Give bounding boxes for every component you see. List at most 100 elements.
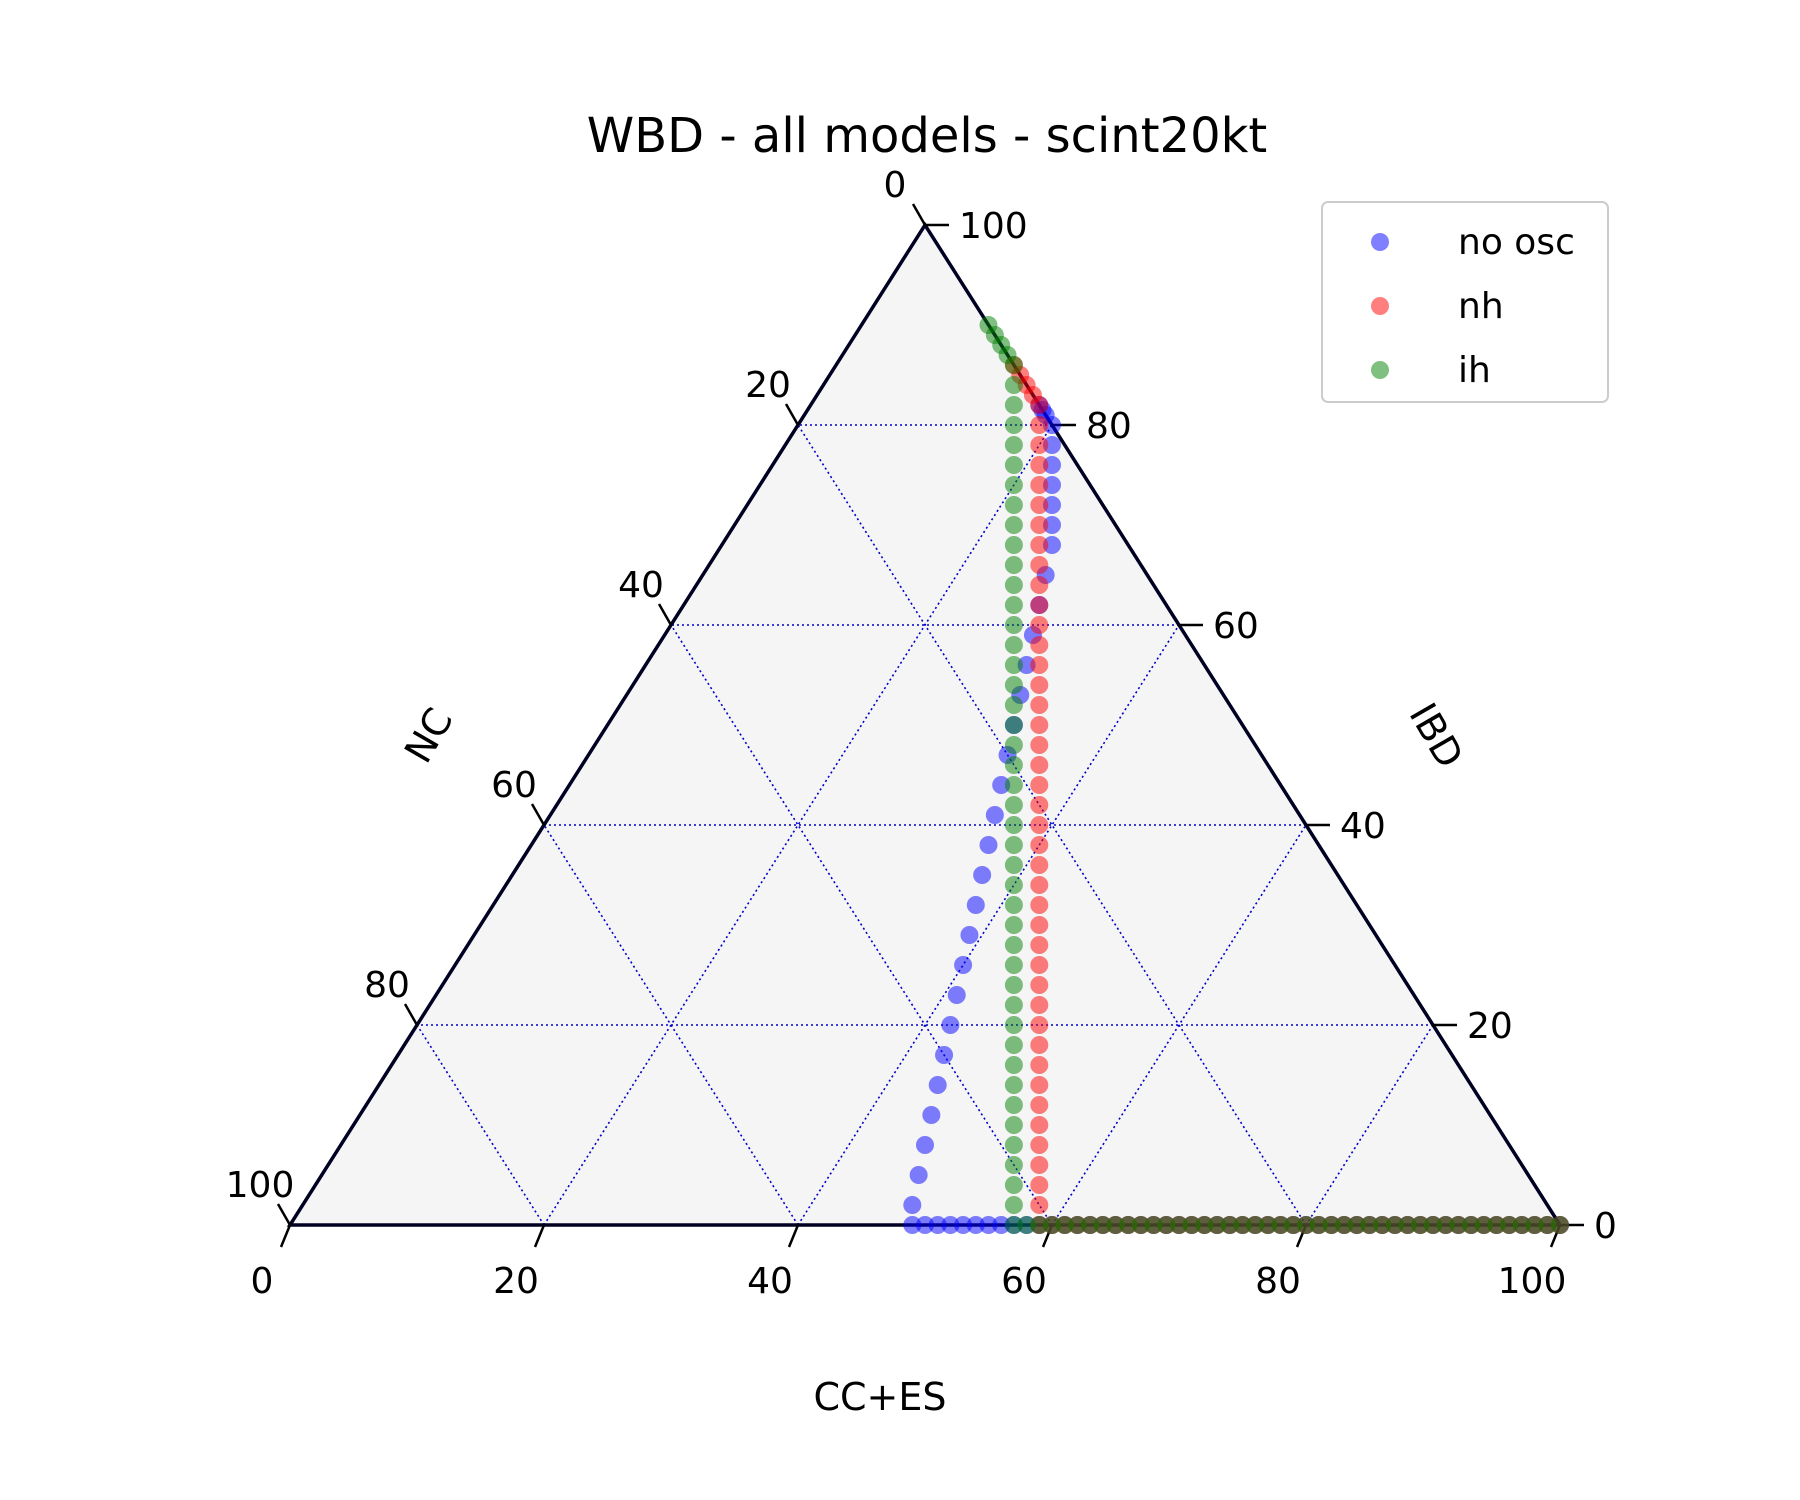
data-point bbox=[1411, 1216, 1430, 1234]
data-point bbox=[1004, 356, 1023, 374]
data-point bbox=[1004, 776, 1023, 794]
left-tick-label: 60 bbox=[491, 765, 537, 806]
data-point bbox=[1004, 616, 1023, 634]
data-point bbox=[1030, 796, 1049, 814]
data-point bbox=[1043, 1216, 1061, 1234]
data-point bbox=[1004, 1036, 1023, 1054]
data-point bbox=[1004, 1016, 1023, 1034]
data-point bbox=[1258, 1216, 1277, 1234]
data-point bbox=[1030, 1116, 1049, 1134]
bottom-tick-label: 40 bbox=[747, 1261, 793, 1302]
data-point bbox=[1030, 1136, 1049, 1154]
data-point bbox=[1004, 796, 1023, 814]
data-point bbox=[1030, 976, 1049, 994]
grid-line bbox=[543, 824, 799, 1226]
data-point bbox=[922, 1106, 941, 1124]
bottom-tick-label: 100 bbox=[1498, 1261, 1567, 1302]
data-point bbox=[1004, 556, 1023, 574]
data-point bbox=[928, 1076, 947, 1094]
data-point bbox=[1004, 716, 1023, 734]
data-point bbox=[973, 866, 992, 884]
data-point bbox=[947, 986, 966, 1004]
data-point bbox=[1271, 1216, 1290, 1234]
data-point bbox=[1512, 1216, 1531, 1234]
data-point bbox=[1030, 756, 1049, 774]
bottom-tick bbox=[787, 1224, 800, 1248]
data-point bbox=[1131, 1216, 1150, 1234]
data-point bbox=[941, 1016, 960, 1034]
data-point bbox=[1182, 1216, 1201, 1234]
bottom-tick bbox=[533, 1224, 546, 1248]
data-point bbox=[1030, 1156, 1049, 1174]
bottom-tick-label: 0 bbox=[251, 1261, 274, 1302]
left-tick bbox=[530, 803, 546, 826]
data-point bbox=[1004, 956, 1023, 974]
data-point bbox=[1004, 416, 1023, 434]
grid-line bbox=[1051, 824, 1307, 1226]
data-point bbox=[1030, 496, 1049, 514]
data-point bbox=[1055, 1216, 1074, 1234]
left-tick-label: 40 bbox=[618, 565, 664, 606]
data-point bbox=[1030, 396, 1049, 414]
data-point bbox=[1030, 476, 1049, 494]
data-point bbox=[1106, 1216, 1125, 1234]
data-point bbox=[1043, 476, 1061, 494]
data-point bbox=[1093, 1216, 1112, 1234]
data-point bbox=[1030, 776, 1049, 794]
data-point bbox=[1004, 736, 1023, 754]
data-point bbox=[1030, 656, 1049, 674]
data-point bbox=[1474, 1216, 1493, 1234]
data-point bbox=[979, 1216, 998, 1234]
legend-label: nh bbox=[1458, 286, 1504, 327]
data-point bbox=[1030, 996, 1049, 1014]
data-point bbox=[1297, 1216, 1315, 1234]
data-point bbox=[1373, 1216, 1392, 1234]
data-point bbox=[1449, 1216, 1468, 1234]
data-point bbox=[1004, 1076, 1023, 1094]
legend: no osc nh ih bbox=[1321, 201, 1609, 403]
data-point bbox=[966, 896, 985, 914]
legend-marker bbox=[1371, 297, 1389, 315]
data-point bbox=[1309, 1216, 1328, 1234]
data-point bbox=[1030, 456, 1049, 474]
data-point bbox=[1030, 636, 1049, 654]
left-tick-label: 0 bbox=[884, 165, 907, 206]
data-point bbox=[1220, 1216, 1239, 1234]
data-point bbox=[1004, 1216, 1023, 1234]
left-tick-label: 20 bbox=[745, 365, 791, 406]
data-point bbox=[1119, 1216, 1138, 1234]
data-point bbox=[1004, 636, 1023, 654]
data-point bbox=[1004, 536, 1023, 554]
legend-label: ih bbox=[1458, 350, 1491, 391]
bottom-tick bbox=[279, 1224, 292, 1248]
left-tick-label: 80 bbox=[364, 965, 410, 1006]
data-point bbox=[1360, 1216, 1379, 1234]
data-point bbox=[1004, 596, 1023, 614]
data-point bbox=[1004, 936, 1023, 954]
right-tick-label: 20 bbox=[1467, 1006, 1513, 1047]
data-point bbox=[1157, 1216, 1176, 1234]
data-point bbox=[1043, 516, 1061, 534]
data-point bbox=[1004, 876, 1023, 894]
data-point bbox=[1233, 1216, 1252, 1234]
left-tick bbox=[784, 403, 800, 426]
data-point bbox=[1462, 1216, 1481, 1234]
right-tick-label: 100 bbox=[959, 206, 1028, 247]
data-point bbox=[1004, 456, 1023, 474]
data-point bbox=[1043, 536, 1061, 554]
data-point bbox=[1030, 1096, 1049, 1114]
bottom-tick-label: 20 bbox=[493, 1261, 539, 1302]
data-point bbox=[1004, 516, 1023, 534]
left-tick bbox=[657, 603, 673, 626]
legend-label: no osc bbox=[1458, 222, 1575, 263]
data-point bbox=[1030, 1016, 1049, 1034]
data-point bbox=[1030, 676, 1049, 694]
data-point bbox=[1525, 1216, 1544, 1234]
data-point bbox=[1004, 436, 1023, 454]
data-point bbox=[916, 1136, 934, 1154]
data-point bbox=[1004, 756, 1023, 774]
data-point bbox=[1551, 1216, 1569, 1234]
data-point bbox=[909, 1166, 928, 1184]
data-point bbox=[1030, 856, 1049, 874]
data-point bbox=[1030, 1036, 1049, 1054]
